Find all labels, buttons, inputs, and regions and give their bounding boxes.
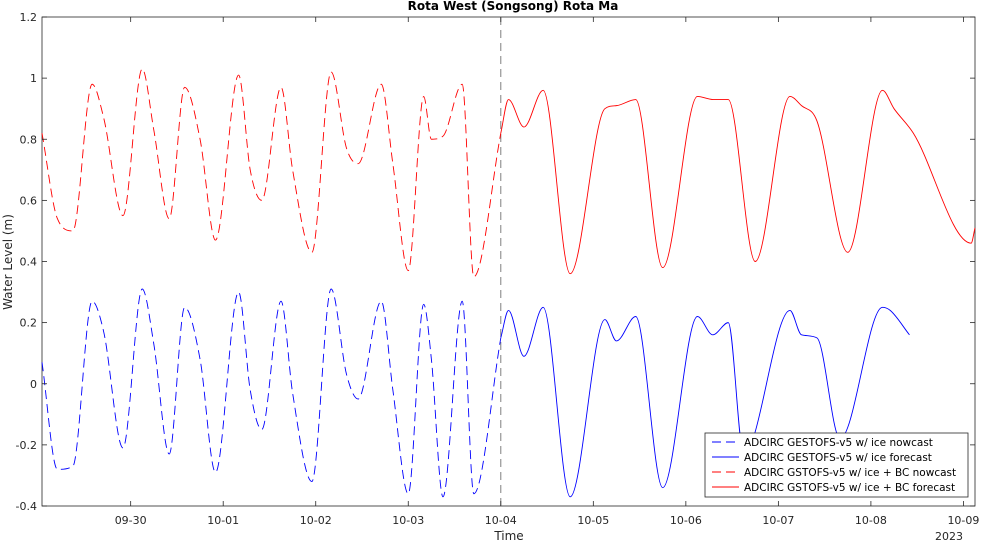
x-axis: 09-30 10-01 10-02 10-03 10-04 10-05 10-06 10-07… [115, 17, 979, 527]
x-tick-label: 10-03 [392, 514, 424, 527]
y-axis: -0.4 -0.2 0 0.2 0.4 0.6 0.8 1 1.2 [16, 11, 975, 513]
year-label: 2023 [935, 530, 963, 541]
legend-entry: ADCIRC GESTOFS-v5 w/ ice nowcast [744, 437, 933, 449]
series-line-1 [41, 288, 502, 498]
y-tick-label: 1 [30, 72, 37, 85]
legend-entry: ADCIRC GSTOFS-v5 w/ ice + BC forecast [744, 482, 955, 494]
plot-area [41, 16, 976, 507]
series-layer [41, 68, 976, 498]
x-tick-label: 10-07 [762, 514, 794, 527]
y-tick-label: 0.8 [20, 133, 38, 146]
chart-title: Rota West (Songsong) Rota Ma [408, 0, 619, 13]
series-line-4 [500, 89, 976, 275]
x-tick-label: 10-02 [300, 514, 332, 527]
x-tick-label: 10-06 [670, 514, 702, 527]
series-line-3 [41, 68, 502, 278]
y-tick-label: 0.6 [20, 194, 38, 207]
x-tick-label: 10-09 [947, 514, 979, 527]
x-axis-label: Time [493, 529, 523, 541]
y-tick-label: 0 [30, 378, 37, 391]
x-tick-label: 10-04 [485, 514, 517, 527]
legend-box [704, 432, 969, 498]
x-tick-label: 09-30 [115, 514, 147, 527]
legend: ADCIRC GESTOFS-v5 w/ ice nowcast ADCIRC G… [704, 432, 969, 498]
y-tick-label: 0.4 [20, 256, 38, 269]
y-tick-label: 1.2 [20, 11, 38, 24]
legend-entry: ADCIRC GSTOFS-v5 w/ ice + BC nowcast [744, 467, 956, 479]
x-tick-label: 10-08 [855, 514, 887, 527]
legend-entry: ADCIRC GESTOFS-v5 w/ ice forecast [744, 452, 932, 464]
x-tick-label: 10-05 [577, 514, 609, 527]
x-tick-label: 10-01 [207, 514, 239, 527]
y-tick-label: 0.2 [20, 317, 38, 330]
y-tick-label: -0.4 [16, 500, 37, 513]
series-line-2 [500, 306, 910, 498]
plot-frame [41, 16, 976, 507]
y-tick-label: -0.2 [16, 439, 37, 452]
y-axis-label: Water Level (m) [1, 214, 15, 310]
